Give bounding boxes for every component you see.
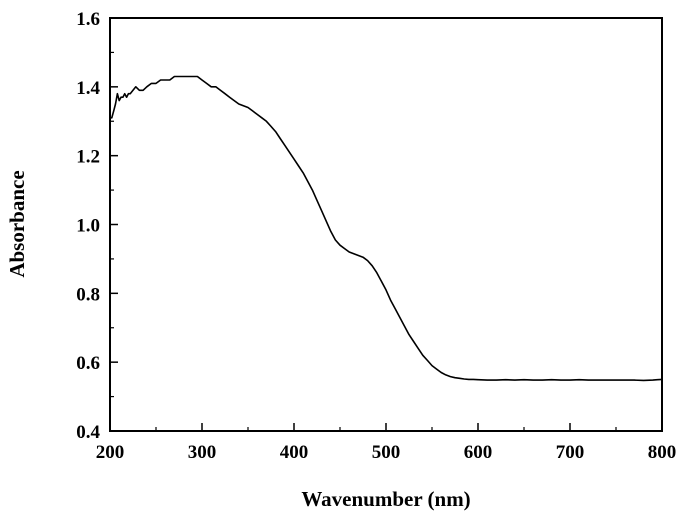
x-tick-label: 500 — [372, 442, 401, 463]
x-tick-label: 400 — [280, 442, 309, 463]
y-tick-label: 1.2 — [76, 147, 100, 168]
y-tick-label: 1.4 — [76, 78, 100, 99]
x-axis-title: Wavenumber (nm) — [301, 487, 470, 511]
x-tick-label: 200 — [96, 442, 125, 463]
y-tick-label: 1.0 — [76, 216, 100, 237]
x-tick-label: 700 — [556, 442, 585, 463]
y-tick-label: 0.6 — [76, 353, 100, 374]
series-layer — [109, 75, 663, 382]
axis-ticks: 200 300 400 500 600 700 800 0.4 0.6 0.8 1.0 1.2 1.4 1… — [76, 9, 676, 463]
absorbance-series-line — [109, 75, 663, 382]
y-tick-label: 1.6 — [76, 9, 100, 30]
x-tick-label: 600 — [464, 442, 493, 463]
y-axis-title: Absorbance — [5, 170, 29, 277]
y-tick-label: 0.4 — [76, 422, 100, 443]
x-tick-label: 800 — [648, 442, 677, 463]
x-tick-label: 300 — [188, 442, 217, 463]
y-tick-label: 0.8 — [76, 284, 100, 305]
plot-frame — [109, 17, 663, 432]
